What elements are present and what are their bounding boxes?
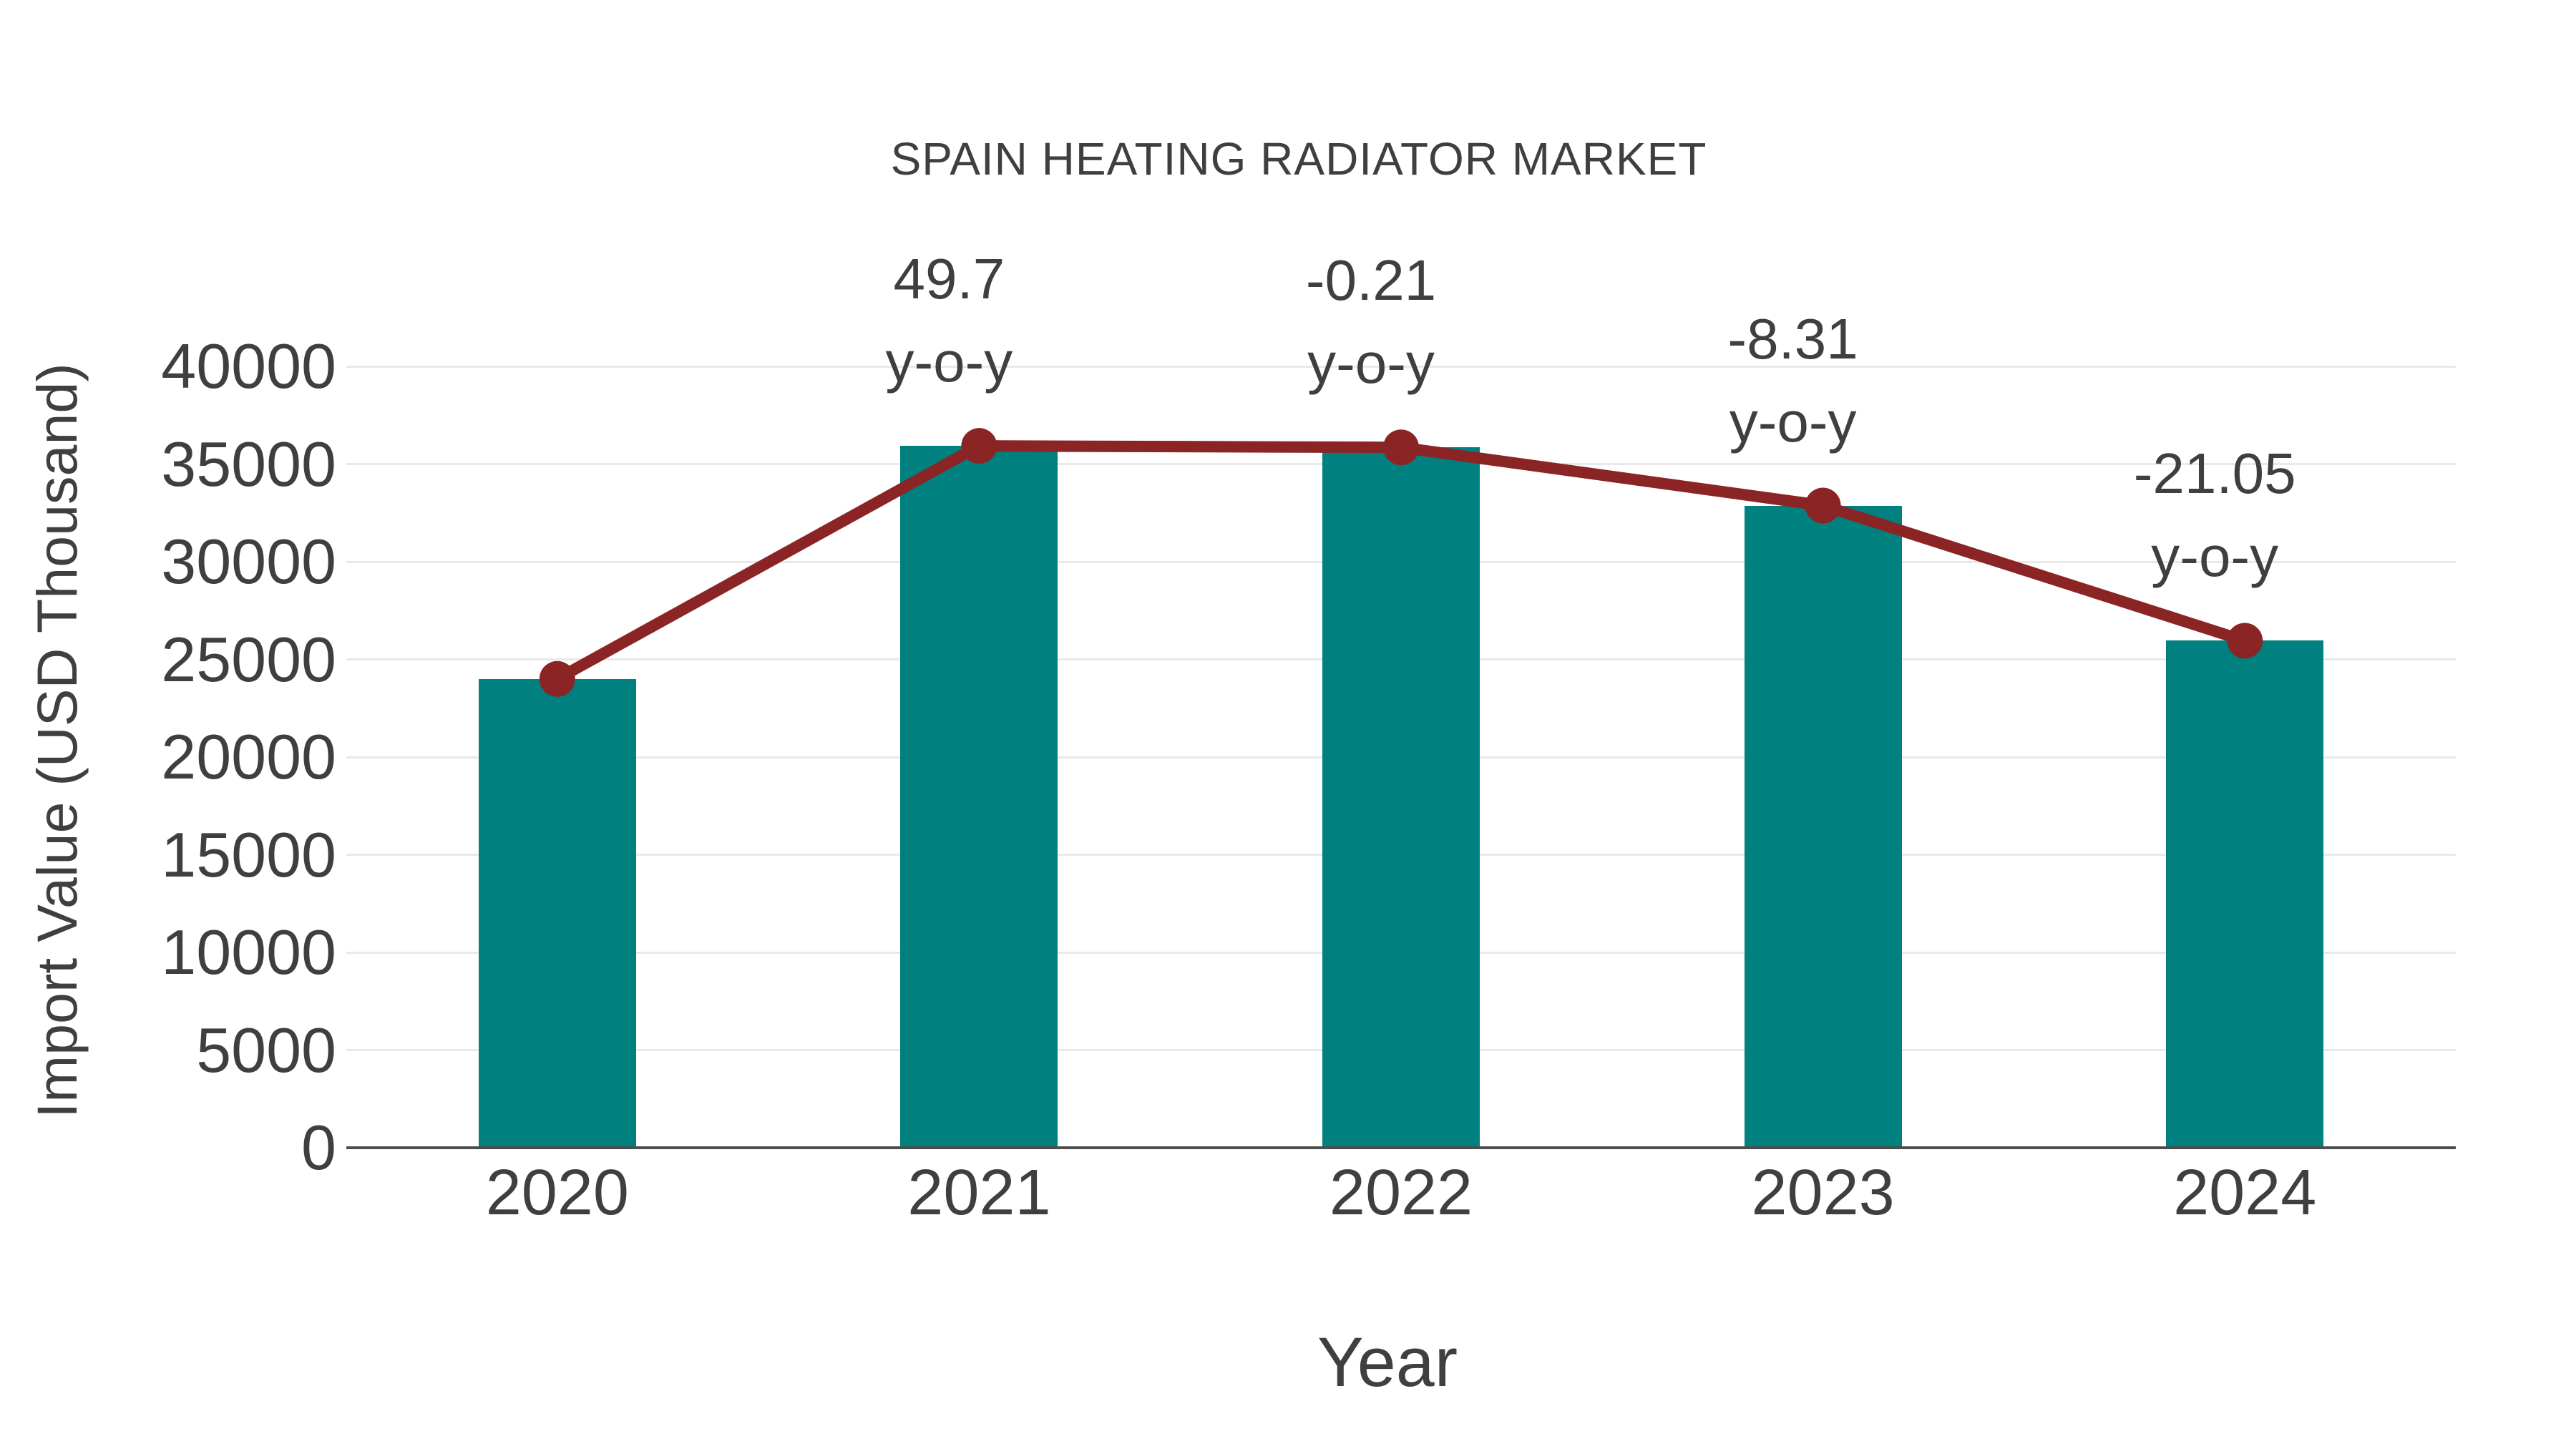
y-tick-label-15000: 15000 xyxy=(161,819,336,890)
y-tick-label-20000: 20000 xyxy=(161,721,336,792)
chart-title: SPAIN HEATING RADIATOR MARKET xyxy=(890,133,1707,185)
bar-2020 xyxy=(478,678,636,1148)
annotation-yoy-label: y-o-y xyxy=(1729,389,1857,454)
gridline-40000 xyxy=(346,365,2456,368)
annotation-value: 49.7 xyxy=(893,247,1005,311)
annotation-2021: 49.7 y-o-y xyxy=(763,238,1135,404)
y-tick-label-5000: 5000 xyxy=(196,1014,336,1085)
annotation-2022: -0.21 y-o-y xyxy=(1185,239,1557,405)
annotation-2023: -8.31 y-o-y xyxy=(1607,298,1979,464)
y-tick-label-25000: 25000 xyxy=(161,623,336,695)
x-tick-label-2024: 2024 xyxy=(2173,1157,2317,1229)
y-tick-label-40000: 40000 xyxy=(161,331,336,401)
x-tick-label-2022: 2022 xyxy=(1329,1157,1473,1229)
bar-2022 xyxy=(1322,447,1480,1148)
bar-2023 xyxy=(1744,505,1902,1148)
x-axis-title: Year xyxy=(1317,1323,1458,1401)
x-axis-line xyxy=(346,1146,2456,1149)
annotation-value: -21.05 xyxy=(2133,441,2296,506)
y-tick-label-35000: 35000 xyxy=(161,428,336,499)
y-tick-label-10000: 10000 xyxy=(161,917,336,987)
y-axis-title: Import Value (USD Thousand) xyxy=(25,363,89,1118)
bar-2024 xyxy=(2166,640,2324,1148)
y-tick-label-30000: 30000 xyxy=(161,526,336,597)
x-tick-label-2021: 2021 xyxy=(907,1157,1051,1229)
annotation-yoy-label: y-o-y xyxy=(2151,525,2279,589)
annotation-value: -8.31 xyxy=(1727,306,1858,371)
bar-2021 xyxy=(900,446,1058,1148)
annotation-2024: -21.05 y-o-y xyxy=(2029,432,2401,598)
x-tick-label-2023: 2023 xyxy=(1751,1157,1895,1229)
annotation-value: -0.21 xyxy=(1305,248,1437,313)
annotation-yoy-label: y-o-y xyxy=(1307,331,1435,396)
annotation-yoy-label: y-o-y xyxy=(885,330,1013,394)
x-tick-label-2020: 2020 xyxy=(485,1157,629,1229)
y-tick-label-0: 0 xyxy=(301,1112,336,1183)
